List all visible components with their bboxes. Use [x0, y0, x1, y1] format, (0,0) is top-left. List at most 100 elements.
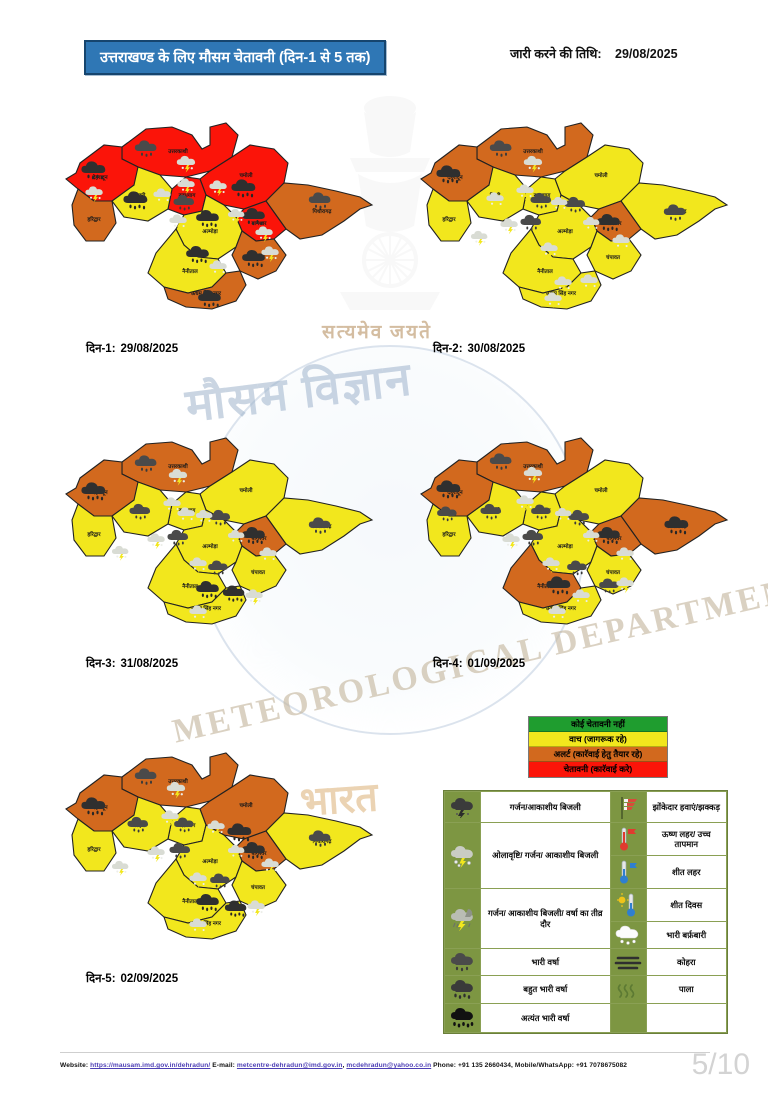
- warning-level-3: चेतावनी (कारॅवाई करे): [529, 762, 667, 777]
- district-udhamsingh[interactable]: [163, 270, 247, 310]
- warning-color-legend: कोई चेतावनी नहीं वाच (जागरूक रहे) अलर्ट (क…: [528, 716, 668, 778]
- icon-legend-label: कोहरा: [645, 948, 728, 976]
- district-haridwar[interactable]: [71, 818, 117, 872]
- district-label-dehradun: देहरादून: [91, 174, 108, 181]
- district-label-haridwar: हरिद्वार: [441, 531, 456, 538]
- caption-label-day5: दिन-5:: [86, 973, 116, 985]
- website-link[interactable]: https://mausam.imd.gov.in/dehradun/: [90, 1062, 211, 1069]
- district-label-chamoli: चमोली: [593, 172, 608, 179]
- icon-legend-row: गर्जन/आकाशीय बिजली झोंकेदार हवाएं/झक्कड़: [444, 791, 728, 823]
- email-label: E-mail:: [212, 1062, 235, 1069]
- district-label-nainital: नैनीताल: [181, 898, 198, 905]
- district-label-nainital: नैनीताल: [181, 268, 198, 275]
- wind-sock-icon: [609, 791, 647, 823]
- district-label-almora: अल्मोड़ा: [557, 228, 573, 235]
- icon-legend-label: ओलावृष्टि/ गर्जन/ आकाशीय बिजली: [480, 822, 611, 889]
- map-caption-day5: दिन-5: 02/09/2025: [86, 971, 178, 986]
- caption-label-day2: दिन-2:: [433, 343, 463, 355]
- icon-legend-label: झोंकेदार हवाएं/झक्कड़: [645, 791, 728, 823]
- caption-date-day1: 29/08/2025: [120, 343, 179, 355]
- district-label-champawat: चंपावत: [605, 254, 621, 261]
- district-champawat[interactable]: [231, 860, 287, 910]
- icon-legend-row: ओलावृष्टि/ गर्जन/ आकाशीय बिजली ऊष्ण लहर/ …: [444, 822, 728, 889]
- thunderstorm-lightning-icon: [444, 791, 481, 823]
- website-label: Website:: [60, 1062, 89, 1069]
- district-label-bageshwar: बागेश्वर: [250, 220, 267, 227]
- map-caption-day3: दिन-3: 31/08/2025: [86, 656, 178, 671]
- cold-day-icon: [609, 888, 647, 922]
- uttarakhand-map-day3: उत्तरकाशीचमोलीरुद्रप्रयागटिहरीदेहरादूनहर…: [65, 437, 374, 625]
- district-label-rudraprayag: रुद्रप्रयाग: [178, 193, 197, 199]
- district-label-uttarkashi: उत्तरकाशी: [167, 463, 188, 470]
- map-day4: उत्तरकाशीचमोलीरुद्रप्रयागटिहरीदेहरादूनहर…: [415, 420, 745, 670]
- email-link-secondary[interactable]: mcdehradun@yahoo.co.in: [346, 1062, 432, 1069]
- district-label-almora: अल्मोड़ा: [557, 543, 573, 550]
- caption-date-day2: 30/08/2025: [467, 343, 526, 355]
- frost-icon: [609, 975, 647, 1004]
- district-label-pithoragarh: पिथौरागढ़: [312, 838, 333, 845]
- icon-legend-row: अत्यंत भारी वर्षा: [444, 1003, 728, 1033]
- district-label-haridwar: हरिद्वार: [86, 531, 101, 538]
- icon-legend-row: गर्जन/ आकाशीय बिजली/ वर्षा का तीव्र दौर श…: [444, 888, 728, 949]
- footer-contact: Website: https://mausam.imd.gov.in/dehra…: [60, 1062, 720, 1069]
- district-label-dehradun: देहरादून: [446, 174, 463, 181]
- map-day5: उत्तरकाशीचमोलीरुद्रप्रयागटिहरीदेहरादूनहर…: [60, 735, 390, 985]
- phone-value: +91 135 2660434,: [458, 1062, 513, 1069]
- hail-thunderstorm-icon: [444, 822, 481, 889]
- district-label-chamoli: चमोली: [238, 802, 253, 809]
- phone-label: Phone:: [433, 1062, 457, 1069]
- district-label-nainital: नैनीताल: [181, 583, 198, 590]
- district-label-almora: अल्मोड़ा: [202, 228, 218, 235]
- district-label-champawat: चंपावत: [250, 569, 266, 576]
- icon-legend-row: भारी वर्षा कोहरा: [444, 948, 728, 976]
- icon-legend-row: शीत लहर: [445, 855, 728, 889]
- fog-icon: [609, 948, 647, 976]
- caption-label-day3: दिन-3:: [86, 658, 116, 670]
- district-label-almora: अल्मोड़ा: [202, 543, 218, 550]
- very-heavy-rain-icon: [444, 975, 481, 1004]
- issue-date-block: जारी करने की तिथि: 29/08/2025: [510, 45, 678, 62]
- district-haridwar[interactable]: [71, 188, 117, 242]
- district-label-champawat: चंपावत: [250, 884, 266, 891]
- district-haridwar[interactable]: [426, 188, 472, 242]
- district-label-bageshwar: बागेश्वर: [605, 535, 622, 542]
- district-udhamsingh[interactable]: [163, 900, 247, 940]
- district-label-udhamsingh: ऊधम सिंह नगर: [545, 290, 577, 297]
- page-title: उत्तराखण्ड के लिए मौसम चेतावनी (दिन-1 से…: [84, 40, 387, 75]
- issue-date-label: जारी करने की तिथि:: [510, 47, 602, 61]
- district-haridwar[interactable]: [71, 503, 117, 557]
- uttarakhand-map-day4: उत्तरकाशीचमोलीरुद्रप्रयागटिहरीदेहरादूनहर…: [420, 437, 729, 625]
- icon-legend-table: गर्जन/आकाशीय बिजली झोंकेदार हवाएं/झक्कड़ ओ…: [444, 791, 728, 1033]
- footer-divider: [60, 1052, 710, 1053]
- icon-legend-label: शीत लहर: [645, 855, 728, 889]
- district-label-uttarkashi: उत्तरकाशी: [522, 148, 543, 155]
- warning-level-2: अलर्ट (कारॅवाई हेतु तैयार रहे): [529, 747, 667, 762]
- map-caption-day1: दिन-1: 29/08/2025: [86, 341, 178, 356]
- uttarakhand-map-day2: उत्तरकाशीचमोलीरुद्रप्रयागटिहरीदेहरादूनहर…: [420, 122, 729, 310]
- map-day2: उत्तरकाशीचमोलीरुद्रप्रयागटिहरीदेहरादूनहर…: [415, 105, 745, 355]
- district-label-haridwar: हरिद्वार: [86, 216, 101, 223]
- email-separator: ,: [342, 1062, 345, 1069]
- caption-date-day5: 02/09/2025: [120, 973, 179, 985]
- warning-level-1: वाच (जागरूक रहे): [529, 732, 667, 747]
- district-label-bageshwar: बागेश्वर: [250, 850, 267, 857]
- map-day3: उत्तरकाशीचमोलीरुद्रप्रयागटिहरीदेहरादूनहर…: [60, 420, 390, 670]
- district-label-almora: अल्मोड़ा: [202, 858, 218, 865]
- district-label-chamoli: चमोली: [593, 487, 608, 494]
- email-link-primary[interactable]: metcentre-dehradun@imd.gov.in: [236, 1062, 343, 1069]
- extremely-heavy-rain-icon: [444, 1003, 481, 1033]
- thunderstorm-heavy-spell-icon: [444, 888, 481, 949]
- icon-legend-label: भारी वर्षा: [480, 948, 611, 976]
- icon-legend-row: बहुत भारी वर्षा पाला: [444, 975, 728, 1004]
- warning-level-0: कोई चेतावनी नहीं: [529, 717, 667, 732]
- icon-legend-label: भारी बर्फ़बारी: [645, 921, 728, 949]
- heavy-rain-icon: [444, 948, 481, 976]
- cold-wave-icon: [609, 855, 647, 889]
- district-label-chamoli: चमोली: [238, 487, 253, 494]
- district-label-champawat: चंपावत: [605, 569, 621, 576]
- icon-legend-label: शीत दिवस: [645, 888, 728, 922]
- icon-legend-label: अत्यंत भारी वर्षा: [480, 1003, 611, 1033]
- district-label-uttarkashi: उत्तरकाशी: [167, 778, 188, 785]
- icon-legend-label: ऊष्ण लहर/ उच्च तापमान: [645, 822, 728, 856]
